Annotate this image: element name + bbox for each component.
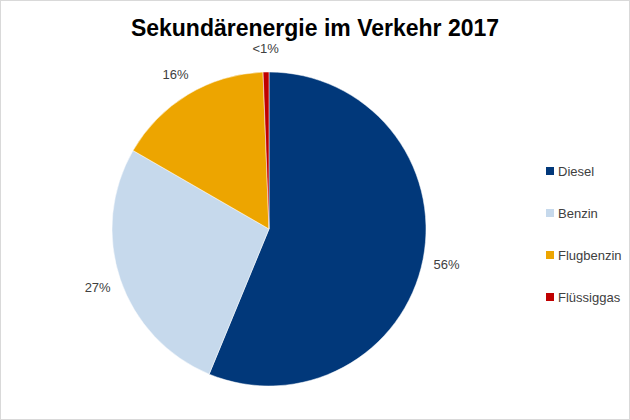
data-label: 56%	[434, 257, 460, 272]
chart-title: Sekundärenergie im Verkehr 2017	[131, 15, 499, 41]
pie-slice	[133, 72, 269, 229]
pie-slices	[112, 72, 426, 386]
data-label: 16%	[163, 67, 189, 82]
data-label: 27%	[85, 280, 111, 295]
legend: Diesel Benzin Flugbenzin Flüssiggas	[546, 164, 622, 305]
legend-label: Benzin	[558, 206, 598, 221]
data-label: <1%	[252, 41, 279, 56]
legend-swatch	[546, 293, 554, 301]
chart-frame	[1, 1, 630, 420]
legend-swatch	[546, 209, 554, 217]
legend-label: Flugbenzin	[558, 248, 622, 263]
pie-slice	[263, 72, 269, 229]
legend-label: Flüssiggas	[558, 290, 621, 305]
legend-swatch	[546, 167, 554, 175]
chart-svg: Sekundärenergie im Verkehr 2017 56% 27% 16%…	[0, 0, 630, 420]
chart-container: Sekundärenergie im Verkehr 2017 56% 27% 16%…	[0, 0, 630, 420]
legend-label: Diesel	[558, 164, 594, 179]
legend-swatch	[546, 251, 554, 259]
